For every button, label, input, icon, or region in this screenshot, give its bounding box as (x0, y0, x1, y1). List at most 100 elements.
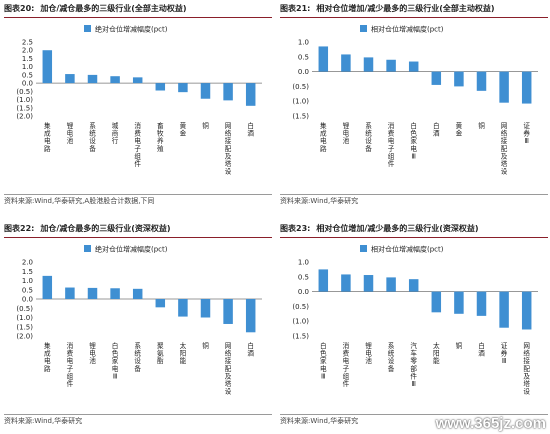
x-tick-label: 铜 (456, 341, 463, 350)
svg-text:消: 消 (388, 121, 395, 130)
bar (42, 275, 53, 299)
y-tick-label: (0.5) (292, 83, 309, 91)
svg-text:网: 网 (501, 122, 508, 130)
y-tick-label: (1.0) (292, 98, 309, 106)
svg-text:费: 费 (134, 129, 141, 138)
bar (386, 59, 396, 72)
svg-text:件: 件 (410, 371, 417, 380)
svg-text:配: 配 (225, 145, 232, 153)
svg-text:系: 系 (89, 121, 96, 130)
svg-text:电: 电 (67, 129, 74, 138)
svg-text:阳: 阳 (433, 349, 440, 358)
svg-text:组: 组 (388, 151, 395, 160)
bar (521, 291, 532, 330)
svg-text:及: 及 (225, 372, 232, 380)
svg-text:家: 家 (112, 356, 119, 365)
svg-text:成: 成 (320, 129, 327, 138)
y-tick-label: (0.5) (16, 88, 33, 96)
legend-label: 绝对仓位增减幅度(pct) (95, 245, 168, 254)
x-tick-label: 白酒 (247, 121, 254, 138)
chart-header: 图表21: 相对仓位增加/减少最多的三级行业(全部主动权益) (280, 2, 548, 18)
y-tick-label: 0.0 (298, 68, 309, 76)
svg-text:络: 络 (225, 129, 232, 138)
svg-text:太: 太 (180, 341, 187, 350)
svg-text:塔: 塔 (501, 159, 508, 168)
svg-text:金: 金 (456, 129, 463, 138)
bar (521, 71, 532, 104)
y-tick-label: (1.5) (16, 104, 33, 112)
bar (132, 288, 143, 299)
svg-text:组: 组 (343, 371, 350, 380)
svg-text:白: 白 (320, 341, 327, 350)
bar (454, 291, 464, 314)
bar (200, 299, 211, 318)
svg-text:家: 家 (320, 356, 327, 365)
svg-text:件: 件 (67, 379, 74, 388)
svg-text:电: 电 (320, 136, 327, 145)
svg-text:设: 设 (523, 387, 530, 396)
y-tick-label: 2.5 (22, 39, 33, 47)
svg-text:氨: 氨 (157, 349, 164, 358)
svg-text:网: 网 (225, 342, 232, 350)
x-tick-label: 白酒 (478, 341, 485, 358)
svg-text:设: 设 (89, 136, 96, 145)
svg-text:备: 备 (388, 364, 395, 373)
y-tick-label: (1.0) (16, 314, 33, 322)
svg-text:络: 络 (523, 349, 530, 358)
figure-label: 图表23: (280, 224, 311, 233)
legend-label: 相对仓位增减幅度(pct) (371, 245, 444, 254)
bar (87, 74, 98, 84)
svg-text:商: 商 (112, 129, 119, 138)
svg-text:券: 券 (501, 349, 508, 358)
svg-text:电: 电 (44, 136, 51, 145)
bar-chart: 绝对仓位增减幅度(pct) 2.01.51.00.5 0.0(0.5)(1.0)(1… (16, 245, 262, 396)
svg-text:证: 证 (501, 342, 508, 350)
svg-text:统: 统 (89, 129, 96, 138)
bar (476, 291, 487, 316)
bar (386, 277, 396, 292)
svg-text:车: 车 (410, 349, 417, 358)
svg-text:酒: 酒 (478, 350, 485, 358)
svg-text:网: 网 (523, 342, 530, 350)
bar (223, 83, 233, 101)
y-tick-label: 0.5 (22, 286, 33, 294)
bar (408, 279, 419, 292)
svg-text:铜: 铜 (202, 121, 209, 130)
svg-text:白: 白 (478, 341, 485, 350)
svg-text:电: 电 (388, 136, 395, 145)
y-tick-label: 1.0 (298, 259, 309, 267)
svg-text:配: 配 (523, 365, 530, 373)
svg-text:费: 费 (388, 129, 395, 138)
y-tick-label: 1.0 (22, 277, 33, 285)
svg-text:集: 集 (320, 121, 327, 130)
svg-text:聚: 聚 (157, 342, 164, 350)
bar (87, 287, 98, 299)
svg-text:酯: 酯 (157, 357, 164, 365)
svg-text:酒: 酒 (433, 130, 440, 138)
svg-text:白: 白 (433, 121, 440, 130)
svg-text:畜: 畜 (157, 121, 164, 130)
legend: 相对仓位增减幅度(pct) (360, 245, 444, 254)
svg-text:系: 系 (134, 341, 141, 350)
bar (318, 269, 329, 292)
svg-text:电: 电 (320, 364, 327, 373)
figure-label: 图表22: (4, 224, 35, 233)
bar (499, 71, 509, 103)
svg-text:及: 及 (225, 152, 232, 160)
y-tick-label: 2.0 (22, 259, 33, 267)
svg-text:城: 城 (112, 122, 119, 130)
bar (408, 61, 419, 72)
svg-text:电: 电 (410, 144, 417, 153)
y-tick-label: (0.5) (292, 303, 309, 311)
svg-text:设: 设 (134, 356, 141, 365)
svg-text:接: 接 (501, 136, 508, 145)
legend: 相对仓位增减幅度(pct) (360, 25, 444, 34)
bar (178, 299, 188, 317)
bar (431, 291, 442, 313)
svg-text:阳: 阳 (180, 349, 187, 358)
